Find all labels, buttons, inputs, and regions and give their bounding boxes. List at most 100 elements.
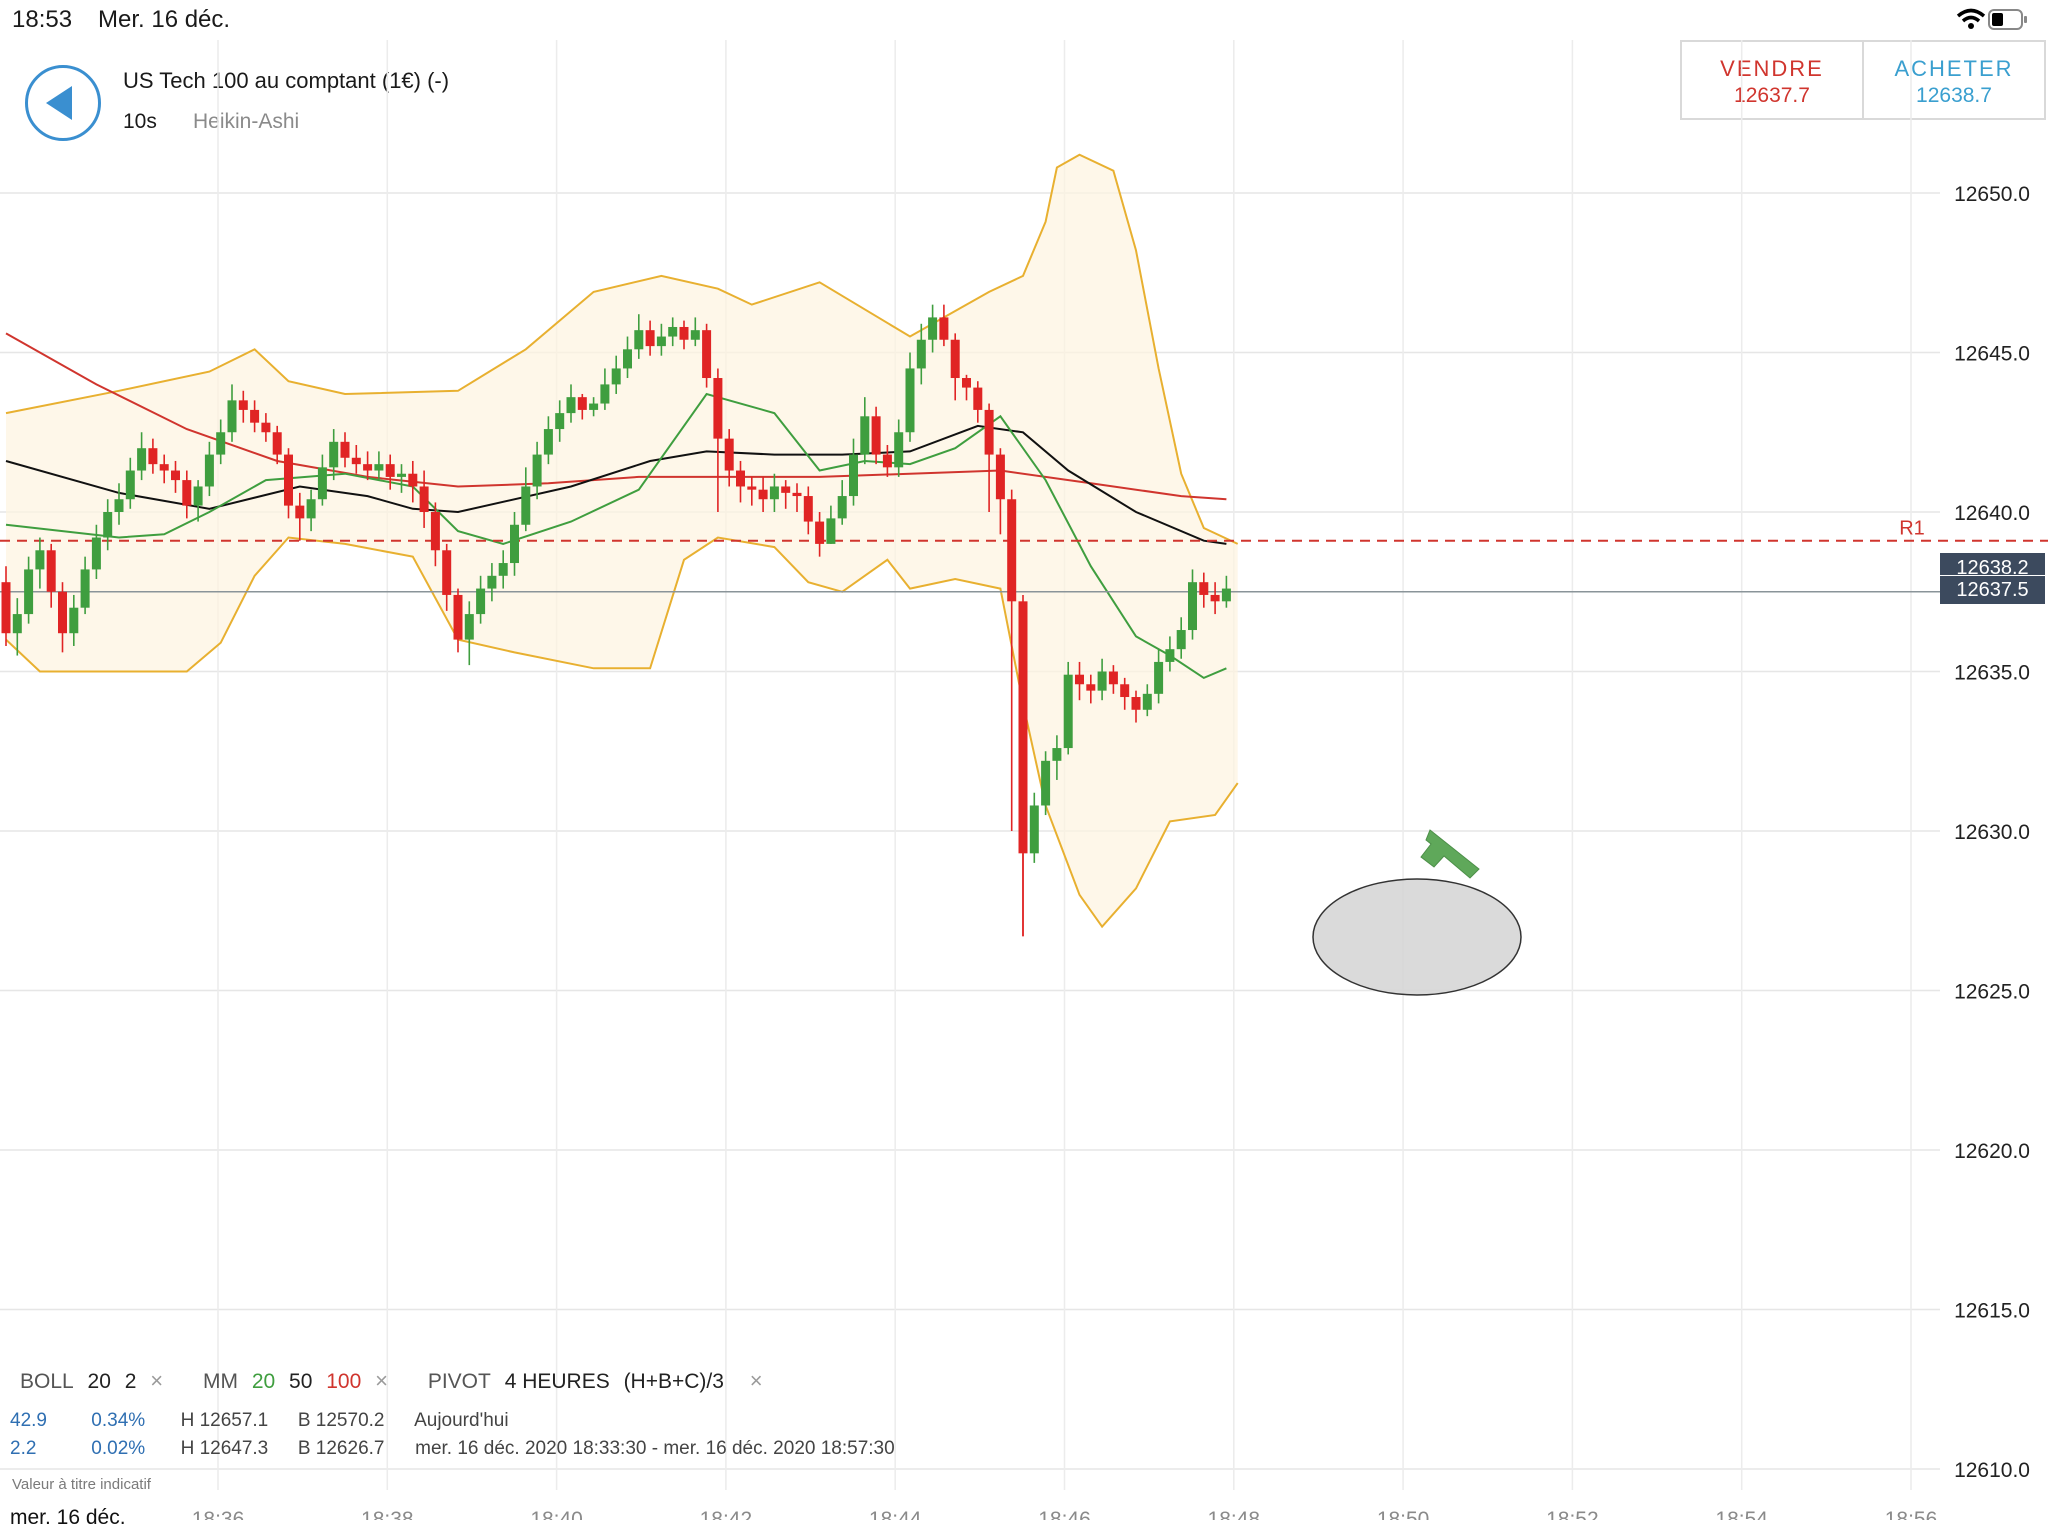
candle-body: [589, 403, 599, 410]
candle-body: [882, 454, 892, 468]
x-tick-label: 18:48: [1208, 1508, 1261, 1520]
candle-body: [1007, 499, 1017, 602]
candle: [363, 451, 373, 481]
buy-button[interactable]: ACHETER 12638.7: [1862, 42, 2044, 118]
x-tick-label: 18:50: [1377, 1508, 1430, 1520]
candle-body: [272, 432, 282, 455]
buy-label: ACHETER: [1894, 56, 2014, 81]
candle: [453, 588, 463, 653]
candle: [329, 429, 339, 481]
candle: [634, 314, 644, 359]
candle: [12, 598, 22, 656]
remove-mm-icon[interactable]: ×: [375, 1368, 388, 1393]
candle-body: [736, 470, 745, 487]
candle-body: [679, 326, 689, 340]
candle-body: [1029, 805, 1039, 854]
candle: [566, 384, 576, 423]
candle: [182, 470, 192, 519]
candle: [1210, 582, 1220, 615]
stats-row-range: 2.2 0.02% H 12647.3 B 12626.7 mer. 16 dé…: [10, 1438, 895, 1460]
candle-body: [803, 496, 813, 522]
stats-row-today: 42.9 0.34% H 12657.1 B 12570.2 Aujourd'h…: [10, 1410, 509, 1432]
chart-type-selector[interactable]: Heikin-Ashi: [193, 110, 300, 133]
candle: [736, 460, 745, 503]
x-tick-label: 18:52: [1546, 1508, 1599, 1520]
candle: [815, 512, 825, 557]
candle-body: [1199, 582, 1209, 595]
candle-body: [577, 397, 587, 410]
instrument-name: US Tech 100 au comptant (1€) (-): [123, 68, 450, 93]
candle-body: [58, 591, 67, 634]
candle-body: [984, 409, 994, 455]
status-time: 18:53: [12, 6, 73, 33]
candle: [871, 406, 881, 465]
candle-body: [950, 339, 960, 379]
candle: [521, 467, 531, 532]
candle-body: [521, 486, 531, 525]
candle: [781, 480, 791, 509]
candle-body: [1165, 649, 1175, 662]
candle-body: [656, 336, 666, 347]
y-axis: 12650.0 12645.0 12640.0 12635.0 12630.0 12625…: [1954, 183, 2030, 1482]
candle: [645, 320, 655, 356]
timeframe-selector[interactable]: 10s: [123, 110, 157, 133]
candle-body: [442, 550, 452, 595]
candle-body: [962, 378, 971, 388]
candle-body: [419, 486, 429, 512]
candle-body: [1097, 671, 1107, 691]
candle: [679, 320, 689, 350]
candle: [623, 336, 632, 379]
candle-body: [12, 614, 22, 634]
candle-body: [329, 441, 339, 468]
candle-body: [1052, 748, 1062, 761]
candle-body: [849, 454, 858, 497]
x-tick-label: 18:44: [869, 1508, 922, 1520]
candle: [600, 368, 610, 410]
candle: [385, 454, 395, 490]
candle: [261, 413, 271, 442]
candle-body: [35, 550, 45, 570]
candle: [464, 601, 474, 666]
sell-button[interactable]: VENDRE 12637.7: [1682, 42, 1862, 118]
mm-20: 20: [251, 1370, 276, 1393]
candle: [125, 457, 135, 509]
candle-body: [702, 330, 712, 379]
y-tick-label: 12635.0: [1954, 662, 2030, 685]
candle-body: [543, 429, 553, 455]
x-tick-label: 18:46: [1038, 1508, 1091, 1520]
candle: [1097, 658, 1107, 701]
candle-body: [227, 400, 237, 433]
candle-body: [1188, 582, 1197, 631]
price-chart[interactable]: R1 12650.012645.012640.012635.012630.012…: [0, 40, 2048, 1520]
y-tick-label: 12610.0: [1954, 1459, 2030, 1482]
candle: [589, 397, 599, 417]
candle-body: [1018, 601, 1028, 854]
back-button[interactable]: [25, 65, 101, 141]
highlight-ellipse: [1312, 878, 1522, 996]
candle: [1108, 665, 1118, 694]
candle: [487, 563, 497, 602]
candle-body: [46, 550, 56, 592]
candle-body: [1120, 684, 1130, 698]
back-arrow-icon: [46, 86, 72, 120]
candle: [430, 502, 440, 567]
pivot-formula: (H+B+C)/3: [623, 1370, 724, 1393]
stat-high: H 12657.1: [180, 1410, 269, 1431]
candle: [397, 464, 406, 493]
candle: [114, 483, 124, 525]
remove-pivot-icon[interactable]: ×: [749, 1368, 763, 1393]
candle-body: [905, 368, 915, 433]
candle: [238, 390, 248, 423]
candle-body: [747, 486, 757, 490]
ma-50-line: [5, 424, 1227, 545]
candle-body: [634, 330, 644, 350]
y-tick-label: 12630.0: [1954, 821, 2030, 844]
remove-boll-icon[interactable]: ×: [150, 1368, 164, 1393]
candle-body: [555, 413, 565, 430]
candle: [702, 323, 712, 388]
candle: [577, 393, 587, 420]
x-tick-label: 18:54: [1715, 1508, 1768, 1520]
candle-body: [498, 563, 508, 576]
candle-body: [137, 448, 147, 471]
bollinger-lower: [5, 536, 1239, 929]
